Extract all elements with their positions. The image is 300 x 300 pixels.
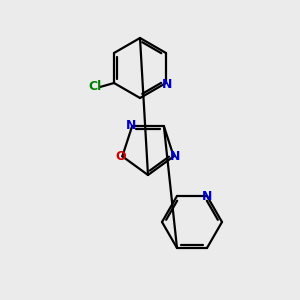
Text: N: N	[126, 119, 136, 132]
Text: O: O	[115, 150, 126, 163]
Text: N: N	[202, 190, 212, 202]
Text: N: N	[162, 77, 172, 91]
Text: N: N	[169, 150, 180, 163]
Text: Cl: Cl	[88, 80, 102, 94]
